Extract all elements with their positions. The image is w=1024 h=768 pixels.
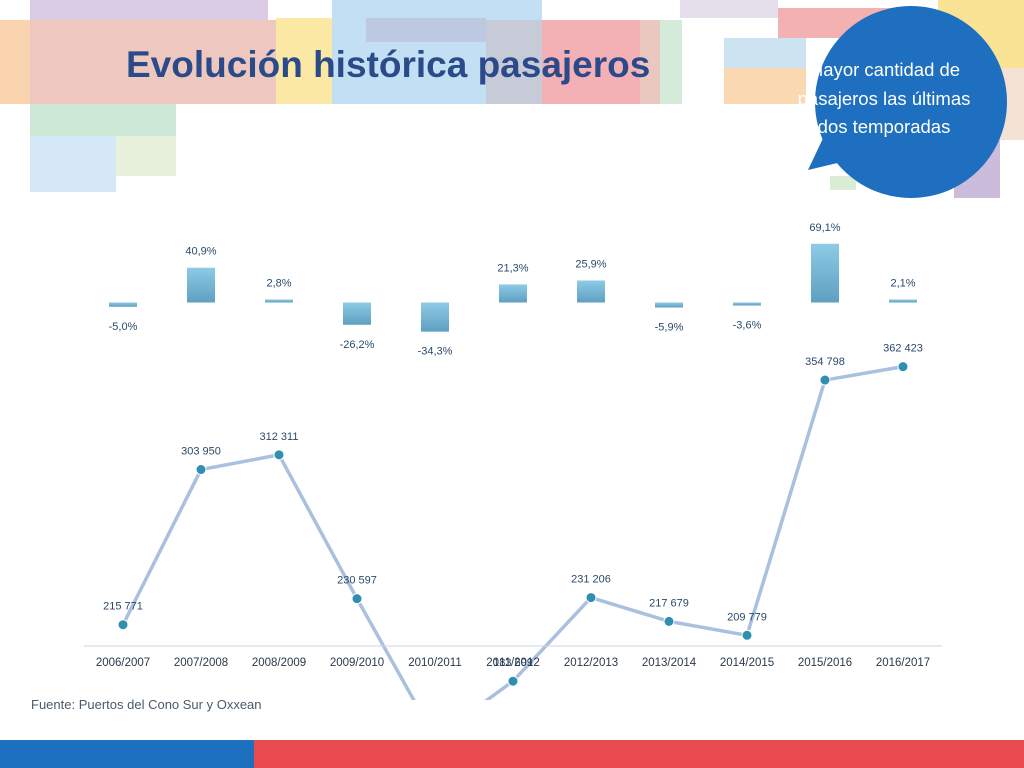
source-note: Fuente: Puertos del Cono Sur y Oxxean [31, 697, 262, 712]
growth-label: -5,0% [109, 321, 138, 333]
decor-block [640, 20, 660, 104]
decor-block [366, 18, 486, 42]
decor-block [660, 20, 682, 104]
callout-bubble [808, 6, 1007, 198]
value-label: 303 950 [181, 446, 221, 458]
value-label: 362 423 [883, 343, 923, 355]
growth-bar [733, 302, 761, 306]
footer-bar-blue [0, 740, 254, 768]
data-point [741, 629, 753, 641]
callout-text: Mayor cantidad de pasajeros las últimas … [797, 59, 971, 137]
decor-block [30, 0, 268, 20]
data-point [273, 449, 285, 461]
decor-block [724, 38, 806, 68]
growth-label: 21,3% [497, 262, 528, 274]
x-tick-label: 2013/2014 [642, 657, 697, 669]
passengers-line [121, 364, 904, 700]
growth-label: 2,8% [266, 278, 291, 290]
value-label: 230 597 [337, 575, 377, 587]
decor-block [30, 136, 116, 192]
x-tick-label: 2010/2011 [408, 657, 462, 669]
growth-label: 40,9% [185, 246, 216, 258]
decor-block [30, 20, 276, 104]
growth-label: -34,3% [418, 346, 453, 358]
decor-block [830, 176, 856, 190]
growth-label: 25,9% [575, 258, 606, 270]
x-tick-label: 2016/2017 [876, 657, 930, 669]
decor-block [30, 104, 176, 136]
value-label: 217 679 [649, 597, 689, 609]
growth-label: -26,2% [340, 339, 375, 351]
data-point [897, 361, 909, 373]
decor-block [116, 136, 176, 176]
growth-bar [421, 302, 449, 332]
x-tick-label: 2006/2007 [96, 657, 150, 669]
x-tick-label: 2007/2008 [174, 657, 228, 669]
x-tick-label: 2009/2010 [330, 657, 384, 669]
value-label: 215 771 [103, 601, 143, 613]
decor-block [486, 20, 542, 104]
page-title: Evolución histórica pasajeros [126, 44, 651, 85]
growth-bar [889, 299, 917, 303]
x-tick-label: 2008/2009 [252, 657, 306, 669]
growth-bar [811, 243, 839, 303]
decor-block [724, 68, 806, 104]
value-label: 354 798 [805, 356, 845, 368]
data-point [663, 615, 675, 627]
data-point [195, 464, 207, 476]
growth-bar [187, 267, 215, 303]
value-label: 183 699 [493, 657, 533, 669]
value-label: 231 206 [571, 574, 611, 586]
growth-bar [499, 284, 527, 303]
growth-label: -3,6% [733, 320, 762, 332]
value-label: 312 311 [260, 431, 299, 443]
decor-block [0, 20, 30, 104]
x-tick-label: 2011/2012 [486, 657, 540, 669]
growth-bar [343, 302, 371, 325]
footer-bar-red [254, 740, 1024, 768]
data-point [507, 675, 519, 687]
passenger-chart: -5,0% 40,9% 2,8% -26,2% -34,3% 21,3% 25,9% -5,9… [84, 222, 942, 700]
growth-label: -5,9% [655, 322, 684, 334]
growth-bar [109, 302, 137, 307]
x-tick-label: 2014/2015 [720, 657, 774, 669]
growth-label: 69,1% [809, 222, 840, 234]
decor-block [542, 20, 640, 104]
x-tick-label: 2012/2013 [564, 657, 618, 669]
decor-block [680, 0, 778, 18]
growth-bar [577, 280, 605, 303]
growth-bar [265, 299, 293, 303]
x-tick-label: 2015/2016 [798, 657, 852, 669]
data-point [585, 592, 597, 604]
data-point [117, 619, 129, 631]
data-point [351, 593, 363, 605]
decor-block [276, 18, 332, 104]
growth-label: 2,1% [890, 278, 915, 290]
value-label: 209 779 [727, 611, 767, 623]
growth-bar [655, 302, 683, 308]
data-point [819, 374, 831, 386]
